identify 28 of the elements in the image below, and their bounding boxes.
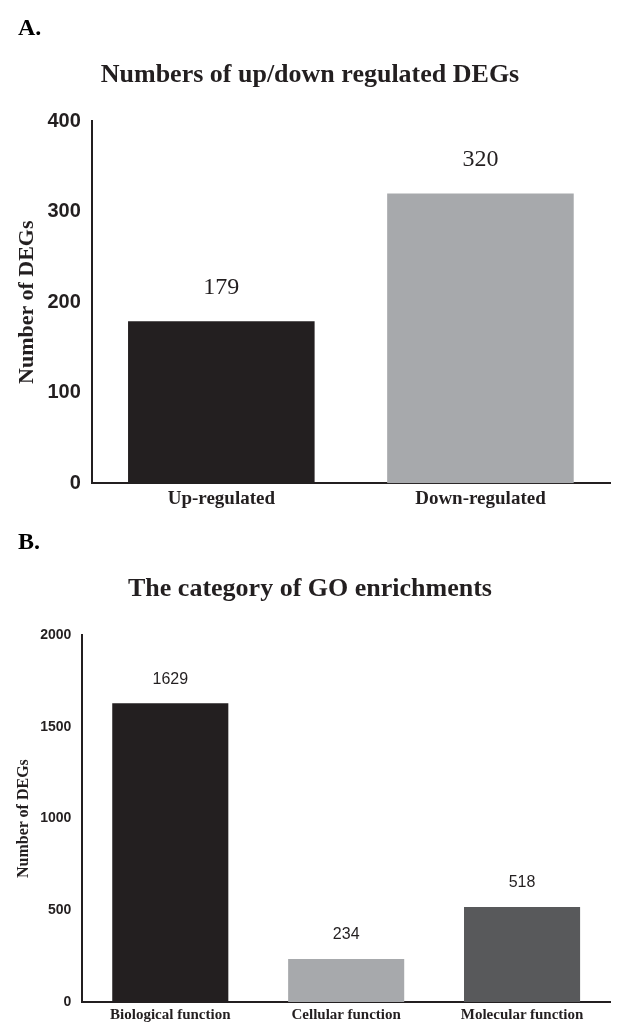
text: B. xyxy=(18,528,41,555)
y-tick-label: 300 xyxy=(47,199,81,222)
y-tick-label: 2000 xyxy=(40,626,72,643)
y-axis-title: Number of DEGs xyxy=(12,220,38,384)
data-label: 234 xyxy=(332,925,360,943)
bar xyxy=(288,959,405,1002)
y-tick-label: 0 xyxy=(69,470,81,493)
data-label: 518 xyxy=(508,873,536,891)
y-tick-label: 400 xyxy=(47,108,81,131)
x-tick-label: Biological function xyxy=(110,1005,232,1022)
y-tick-label: 1500 xyxy=(40,717,72,734)
y-axis-title: Number of DEGs xyxy=(13,759,31,879)
chart-title: Numbers of up/down regulated DEGs xyxy=(100,59,520,89)
x-tick-label: Down-regulated xyxy=(415,486,547,508)
bar xyxy=(464,907,581,1002)
data-label: 1629 xyxy=(152,669,189,687)
y-tick-label: 0 xyxy=(63,992,72,1009)
x-tick-label: Molecular function xyxy=(460,1005,585,1022)
y-tick-label: 500 xyxy=(47,901,72,918)
y-tick-label: 100 xyxy=(47,380,81,403)
chart-title: The category of GO enrichments xyxy=(128,573,492,603)
x-tick-label: Up-regulated xyxy=(167,486,276,508)
y-tick-label: 1000 xyxy=(40,809,72,826)
data-label: 179 xyxy=(203,272,240,299)
text: A. xyxy=(18,14,42,41)
data-label: 320 xyxy=(462,144,499,171)
y-tick-label: 200 xyxy=(47,289,81,312)
x-tick-label: Cellular function xyxy=(291,1005,402,1022)
